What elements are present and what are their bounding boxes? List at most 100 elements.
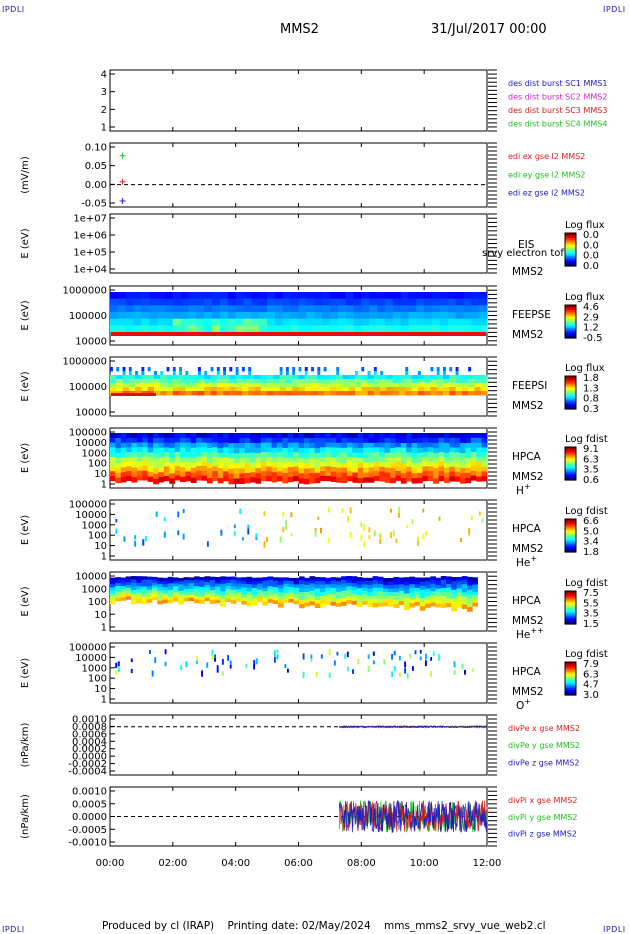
feepse-cell	[345, 325, 354, 333]
hpca_he2-cell	[230, 583, 237, 588]
hpca_h-cell	[357, 467, 364, 474]
hpca_he2-cell	[141, 586, 148, 591]
hpca_h-cell	[115, 442, 122, 449]
hpca_h-cell	[266, 476, 272, 482]
feepse-cell	[322, 318, 331, 326]
time-axis-label: 10:00	[410, 858, 439, 869]
feepse-cell	[329, 318, 339, 326]
feepsi-cell	[424, 387, 431, 392]
hpca_he2-cell	[194, 599, 200, 604]
hpca_h-cell	[411, 453, 418, 459]
burst-ytick-label: 2	[101, 105, 107, 116]
hpca_h-cell	[465, 433, 472, 439]
hpca_h-cell	[454, 462, 461, 468]
feepsi-cell	[342, 383, 350, 388]
hpca_h-cell	[395, 451, 402, 458]
hpca_h-cell	[147, 447, 154, 453]
hpca_o-colorbar-cell	[565, 662, 576, 665]
hpca_h-cell	[180, 452, 186, 458]
hpca_he2-cell	[372, 579, 379, 585]
hpca_h-cell	[136, 437, 143, 443]
hpca_he-cell	[314, 531, 317, 538]
edi-ytick-label: 0.00	[85, 180, 107, 191]
hpca_he2-cell	[162, 581, 169, 585]
feepse-colorbar-cell	[565, 308, 576, 311]
hpca_he2-cell	[194, 579, 200, 584]
feepse-cell	[439, 312, 449, 320]
hpca_he2-cell	[267, 599, 274, 603]
feepsi-cell	[223, 367, 227, 372]
eis-colorbar-cell	[565, 264, 576, 267]
hpca_he2-cell	[157, 600, 163, 605]
hpca_he2-cell	[414, 580, 421, 585]
feepse-cell	[298, 298, 307, 306]
hpca_he-cell	[390, 508, 392, 513]
hpca_h-cell	[363, 442, 369, 449]
hpca_h-cell	[153, 443, 159, 449]
hpca_h-cell	[325, 433, 332, 439]
hpca_he-cell	[163, 531, 166, 538]
feepse-cell	[353, 325, 362, 333]
feepse-cell	[400, 318, 409, 326]
hpca_h-cell	[120, 457, 127, 463]
hpca_he2-cell	[120, 583, 127, 587]
hpca_he2-cell	[335, 577, 342, 582]
hpca_h-cell	[250, 467, 256, 473]
hpca_he2-cell	[257, 583, 263, 588]
hpca_he2-cell	[456, 592, 463, 597]
hpca_h-cell	[400, 443, 407, 449]
hpca_h-cell	[158, 437, 165, 444]
feepsi-cell	[191, 379, 199, 384]
hpca_he2-cell	[236, 589, 242, 593]
feepsi-cell	[292, 379, 299, 384]
feepsi-cell	[166, 383, 174, 388]
divpe-legend-entry: divPe x gse MMS2	[508, 724, 580, 733]
hpca_he-cell	[411, 519, 414, 525]
hpca_h-cell	[390, 437, 396, 444]
hpca_he2-cell	[377, 580, 384, 585]
feepse-cell	[400, 298, 409, 306]
feepsi-cell	[285, 371, 289, 376]
feepse-cell	[298, 305, 307, 313]
feepse-cell	[172, 312, 182, 320]
feepse-cell	[353, 318, 362, 326]
hpca_h-cell	[228, 438, 235, 444]
hpca_h-cell	[147, 466, 154, 473]
hpca_he2-cell	[425, 603, 431, 608]
hpca_h-cell	[212, 447, 219, 453]
hpca_h-cell	[136, 475, 143, 481]
hpca_he2-cell	[110, 590, 116, 595]
feepsi-cell	[160, 375, 167, 380]
hpca_he2-cell	[209, 593, 216, 598]
feepsi-cell	[474, 387, 482, 392]
hpca_he2-cell	[120, 577, 127, 581]
hpca_h-cell	[228, 453, 235, 459]
hpca_h-cell	[260, 471, 267, 477]
hpca_he2-cell	[194, 576, 200, 581]
hpca_h-cell	[115, 452, 122, 459]
hpca_he-cell	[134, 540, 137, 547]
feepsi-cell	[116, 379, 123, 384]
feepse-colorbar-tick: 4.6	[583, 302, 599, 313]
feepsi-cell	[172, 375, 180, 380]
hpca_o-cell	[195, 655, 198, 660]
hpca_h-cell	[163, 442, 170, 448]
hpca_h-cell	[416, 452, 423, 459]
hpca_h-cell	[147, 437, 154, 444]
feepsi-cell	[336, 375, 343, 380]
time-axis-label: 08:00	[347, 858, 376, 869]
feepse-colorbar-tick: -0.5	[583, 333, 603, 344]
feepsi-cell	[172, 391, 180, 396]
feepsi-cell	[417, 379, 425, 384]
hpca_h-cell	[438, 466, 445, 472]
hpca_he2-cell	[309, 601, 316, 606]
hpca_h-cell	[153, 448, 159, 454]
hpca_he2-cell	[173, 586, 179, 590]
hpca_h-cell	[212, 452, 219, 458]
hpca_h-cell	[120, 452, 127, 458]
hpca_o-cell	[149, 650, 151, 655]
feepsi-cell	[468, 387, 475, 392]
feepsi-cell	[367, 391, 375, 396]
feepsi-cell	[317, 387, 325, 392]
